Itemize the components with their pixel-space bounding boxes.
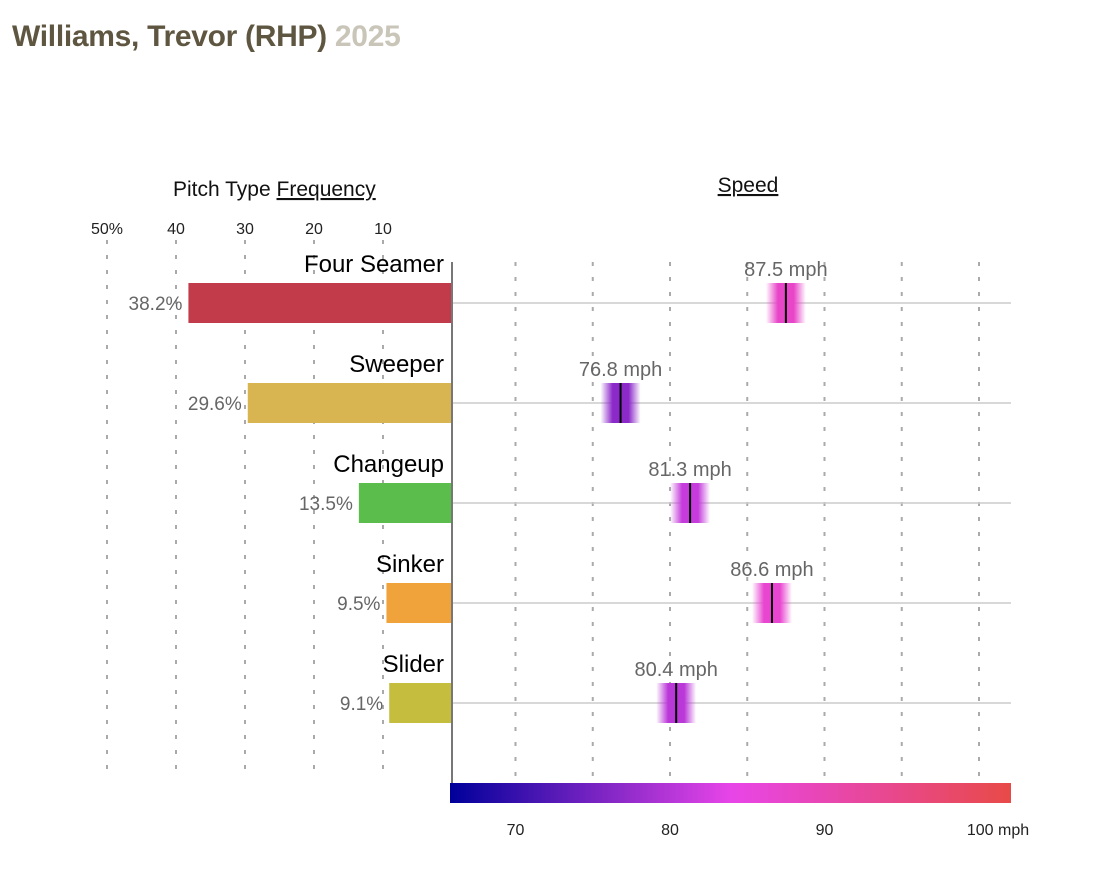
frequency-bar [247, 383, 452, 423]
frequency-bar [386, 583, 452, 623]
pitch-type-label: Sinker [376, 551, 444, 578]
page-title: Williams, Trevor (RHP) 2025 [12, 20, 401, 54]
speed-value-label: 81.3 mph [648, 459, 731, 481]
frequency-tick-label: 50% [91, 221, 123, 238]
frequency-bar [358, 483, 452, 523]
speed-colorscale-bar [450, 783, 1011, 803]
speed-value-label: 80.4 mph [634, 659, 717, 681]
frequency-tick-label: 20 [305, 221, 323, 238]
season-year: 2025 [334, 20, 401, 53]
player-name: Williams, Trevor (RHP) [12, 20, 327, 53]
frequency-bar [188, 283, 453, 323]
frequency-value-label: 38.2% [129, 294, 183, 315]
frequency-title: Pitch Type Frequency [173, 178, 376, 201]
frequency-value-label: 9.1% [340, 694, 383, 715]
frequency-value-label: 13.5% [299, 494, 353, 515]
frequency-link[interactable]: Frequency [277, 178, 377, 201]
speed-value-label: 87.5 mph [744, 259, 827, 281]
speed-tick-label: 70 [507, 822, 525, 839]
frequency-bar [389, 683, 452, 723]
speed-value-label: 86.6 mph [730, 559, 813, 581]
speed-tick-label: 90 [816, 822, 834, 839]
speed-tick-label: 100 mph [967, 822, 1029, 839]
pitch-type-label: Sweeper [349, 351, 444, 378]
frequency-tick-label: 40 [167, 221, 185, 238]
speed-value-label: 76.8 mph [579, 359, 662, 381]
speed-title[interactable]: Speed [718, 174, 779, 197]
frequency-tick-label: 10 [374, 221, 392, 238]
pitch-type-label: Four Seamer [304, 251, 444, 278]
frequency-value-label: 29.6% [188, 394, 242, 415]
frequency-value-label: 9.5% [337, 594, 380, 615]
pitch-type-label: Slider [383, 651, 444, 678]
frequency-tick-label: 30 [236, 221, 254, 238]
pitch-type-label: Changeup [333, 451, 444, 478]
speed-tick-label: 80 [661, 822, 679, 839]
